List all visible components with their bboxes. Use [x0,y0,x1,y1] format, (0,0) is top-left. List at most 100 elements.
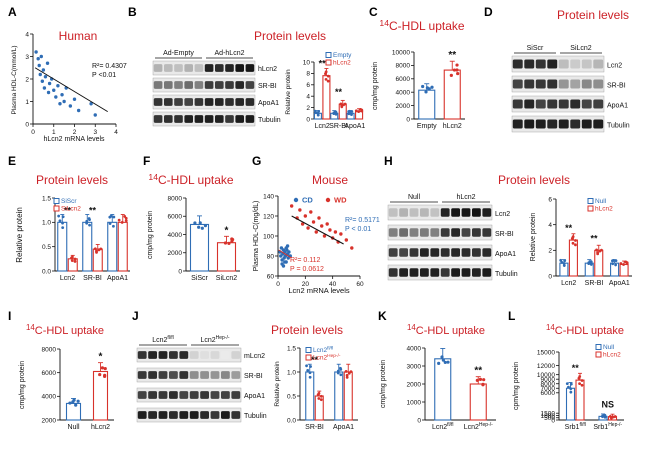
data-point [60,93,64,97]
panel-header-f: 14C-HDL uptake [148,172,234,187]
blot-band [158,351,168,359]
data-point-wd [314,230,318,234]
x-tick-label: Lcn2 [561,280,576,287]
panel-letter-f: F [143,154,150,168]
x-tick-label: SiScr [191,275,208,282]
panel-letter-j: J [132,309,139,323]
blot-h: Null hLcn2 Lcn2 SR-BI ApoA1 Tubulin [387,194,518,281]
bar [334,371,344,421]
blot-band [420,268,429,277]
data-point [622,263,625,266]
chart-c-y-tick-label: 10000 [392,49,410,56]
data-point [46,90,51,95]
blot-band [482,248,492,257]
x-tick-label: ApoA1 [609,280,630,287]
legend-swatch [53,198,60,204]
legend-swatch [305,354,312,361]
x-tick-label: Lcn2fl/fl [432,422,454,431]
significance-marker: ** [474,366,482,377]
data-point [334,110,338,114]
data-point [614,263,618,267]
x-tick-label: 0 [276,281,280,288]
blot-group-label: SiScr [527,45,544,52]
data-point [40,79,45,83]
significance-marker: ** [89,205,97,215]
bar [343,371,353,421]
data-point [319,398,323,402]
panel-header-i: 14C-HDL uptake [26,323,104,337]
chart-c-y-tick-label: 2000 [396,103,411,110]
data-point [340,105,344,109]
blot-band [194,115,204,123]
chart-j: 0.0 0.5 1.0 1.5 Relative protein SR-BI ** ApoA1… [274,345,358,431]
data-point [43,75,48,79]
data-point [350,113,353,117]
chart-f: 0 2000 4000 6000 8000 cmp/mg protein SiScr SiLc… [147,195,240,282]
data-point-wd [309,210,313,214]
blot-strip [511,95,605,113]
blot-band [430,208,440,217]
data-point [95,250,98,254]
data-point [314,111,318,115]
panel-header-b: Protein levels [254,29,326,43]
blot-b: Ad-Empty Ad-hLcn2 hLcn2 SR-BI ApoA1 Tubulin [152,50,281,127]
data-point [324,72,327,76]
blot-band [221,351,230,359]
panel-header-e: Protein levels [36,173,108,187]
data-point-wd [320,224,324,228]
data-point [36,57,40,61]
blot-band [169,411,178,419]
blot-band [153,81,163,89]
blot-band [231,371,241,379]
data-point [38,72,42,77]
data-point [39,54,43,59]
legend-label: SiLcn2 [61,206,81,213]
y-axis-label: cmp/mg protein [19,361,26,409]
chart-k-y-tick-label: 2000 [407,381,422,388]
blot-band [215,98,224,106]
blot-band [593,119,604,129]
chart-f-y-tick-label: 8000 [168,195,183,202]
blot-band [388,208,398,217]
blot-band [148,351,157,359]
blot-band [524,119,535,129]
data-point [614,259,618,263]
blot-band [524,59,535,69]
blot-band [558,119,569,129]
blot-d: SiScr SiLcn2 Lcn2 SR-BI ApoA1 Tubulin [511,45,630,133]
data-point-wd [339,232,343,236]
chart-h-y-tick-label: 0 [548,273,552,280]
chart-l-y-tick-label: 1000 [541,413,556,420]
blot-band [461,268,471,277]
significance-marker: ** [319,59,327,69]
data-point [306,369,310,372]
legend-dot-wd [325,197,331,203]
blot-band [189,411,199,419]
chart-k-y-tick-label: 4000 [407,345,422,352]
blot-row-label: ApoA1 [495,251,516,258]
blot-band [440,248,450,257]
blot-row-label: hLcn2 [258,66,277,73]
data-point [73,260,77,263]
blot-band [153,115,163,123]
legend-swatch [595,344,602,350]
data-point-wd [350,246,354,250]
data-point [456,71,460,76]
blot-band [420,248,429,257]
data-point [316,393,320,397]
blot-band [581,59,592,69]
panel-header-c: 14C-HDL uptake [379,18,465,33]
blot-group-label: Ad-Empty [163,50,194,57]
blot-band [512,119,523,129]
blot-row-label: ApoA1 [258,100,279,107]
significance-marker: NS [601,399,614,409]
data-point [37,63,41,68]
chart-i-y-tick-label: 6000 [42,370,57,377]
data-point-cd [281,264,286,268]
significance-marker: ** [311,355,319,365]
data-point [317,109,321,113]
blot-band [179,351,189,359]
blot-band [430,268,440,277]
y-tick-label: 120 [263,213,274,220]
